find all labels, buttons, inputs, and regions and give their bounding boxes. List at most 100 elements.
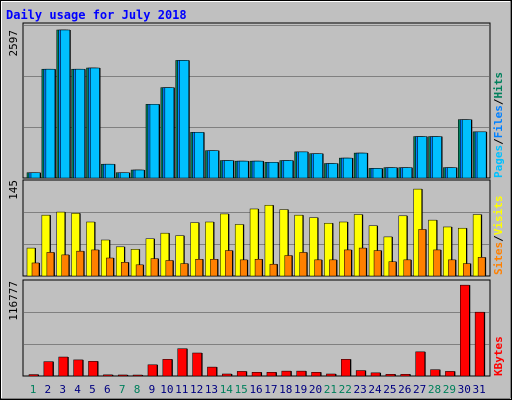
bar-visits-day-25 xyxy=(383,236,393,277)
bar-kbytes-day-10 xyxy=(162,359,173,377)
bar-pages-day-24 xyxy=(372,168,383,179)
visits-panel-legend: Sites/Visits xyxy=(492,196,505,276)
bar-kbytes-day-23 xyxy=(355,370,366,377)
bar-visits-day-29 xyxy=(443,226,452,277)
bar-sites-day-10 xyxy=(165,260,174,277)
bar-pages-day-22 xyxy=(343,157,353,179)
bar-sites-day-5 xyxy=(91,249,99,277)
bar-sites-day-16 xyxy=(254,258,263,277)
bar-visits-day-8 xyxy=(130,249,140,277)
bar-kbytes-day-29 xyxy=(445,371,455,377)
x-tick-label-day-14: 14 xyxy=(220,383,234,396)
bar-sites-day-18 xyxy=(284,255,293,277)
x-tick-label-day-8: 8 xyxy=(134,383,141,396)
legend-kbytes: KBytes xyxy=(492,336,505,376)
bar-visits-day-12 xyxy=(190,222,199,277)
bar-kbytes-day-31 xyxy=(474,311,485,377)
x-tick-label-day-5: 5 xyxy=(89,383,96,396)
bar-pages-day-25 xyxy=(387,167,398,179)
bar-kbytes-day-11 xyxy=(177,348,187,377)
x-tick-label-day-17: 17 xyxy=(264,383,277,396)
bar-pages-day-7 xyxy=(119,172,130,179)
x-tick-label-day-2: 2 xyxy=(45,383,52,396)
hits-panel-legend: Pages/Files/Hits xyxy=(492,72,505,178)
bar-sites-day-13 xyxy=(210,258,218,277)
bar-pages-day-3 xyxy=(60,29,70,179)
bar-sites-day-26 xyxy=(403,259,412,277)
bar-kbytes-day-6 xyxy=(103,374,113,377)
bar-sites-day-25 xyxy=(388,261,397,277)
x-tick-label-day-20: 20 xyxy=(309,383,322,396)
bar-sites-day-24 xyxy=(373,250,382,277)
bar-kbytes-day-19 xyxy=(296,370,306,377)
x-tick-label-day-3: 3 xyxy=(59,383,66,396)
bar-visits-day-14 xyxy=(220,213,229,277)
bar-pages-day-15 xyxy=(238,160,249,179)
bar-kbytes-day-21 xyxy=(326,373,336,377)
x-tick-label-day-7: 7 xyxy=(119,383,126,396)
bar-visits-day-19 xyxy=(294,214,303,277)
bar-kbytes-day-25 xyxy=(385,374,396,377)
kbytes-panel-legend: KBytes xyxy=(492,336,505,376)
bar-pages-day-30 xyxy=(462,119,472,179)
bar-kbytes-day-30 xyxy=(460,284,470,377)
bar-pages-day-10 xyxy=(164,87,175,179)
x-tick-label-day-6: 6 xyxy=(104,383,111,396)
bar-sites-day-28 xyxy=(433,249,441,277)
x-tick-label-day-21: 21 xyxy=(324,383,337,396)
bar-pages-day-9 xyxy=(149,104,160,179)
bar-visits-day-31 xyxy=(472,214,482,277)
legend-hits: Hits xyxy=(492,72,505,99)
bar-kbytes-day-27 xyxy=(415,351,425,377)
bar-sites-day-8 xyxy=(135,264,144,277)
bar-visits-day-9 xyxy=(145,238,155,277)
svg-text:Pages/Files/Hits: Pages/Files/Hits xyxy=(492,72,505,178)
svg-text:Sites/Visits: Sites/Visits xyxy=(492,196,505,276)
bar-visits-day-16 xyxy=(249,208,259,277)
bar-sites-day-30 xyxy=(463,263,471,277)
bar-visits-day-1 xyxy=(26,247,36,277)
bar-pages-day-14 xyxy=(224,160,234,179)
bar-sites-day-20 xyxy=(314,259,322,277)
legend-sep-1: / xyxy=(492,138,505,145)
bar-sites-day-11 xyxy=(180,263,188,277)
bar-sites-day-17 xyxy=(269,263,278,277)
bar-kbytes-day-13 xyxy=(207,366,217,377)
bar-kbytes-day-3 xyxy=(58,356,68,377)
bar-sites-day-22 xyxy=(344,249,352,277)
x-tick-label-day-30: 30 xyxy=(458,383,471,396)
bar-kbytes-day-24 xyxy=(370,372,381,377)
x-tick-label-day-28: 28 xyxy=(428,383,441,396)
bar-kbytes-day-8 xyxy=(132,374,143,377)
x-tick-label-day-4: 4 xyxy=(74,383,81,396)
bar-pages-day-17 xyxy=(268,162,279,179)
kbytes-panel-ymax-label: 116777 xyxy=(7,281,20,321)
bar-kbytes-day-16 xyxy=(251,372,262,377)
bar-kbytes-day-12 xyxy=(192,352,202,377)
bar-sites-day-14 xyxy=(225,250,233,277)
bar-sites-day-3 xyxy=(61,254,69,277)
x-tick-label-day-24: 24 xyxy=(368,383,382,396)
bar-pages-day-29 xyxy=(447,167,457,179)
bar-kbytes-day-26 xyxy=(400,374,411,377)
x-tick-label-day-22: 22 xyxy=(339,383,352,396)
bar-pages-day-31 xyxy=(476,131,487,179)
bar-sites-day-9 xyxy=(150,258,159,277)
chart-title: Daily usage for July 2018 xyxy=(6,8,187,22)
bar-sites-day-31 xyxy=(477,257,486,277)
bar-visits-day-15 xyxy=(234,224,244,277)
bar-visits-day-17 xyxy=(264,204,274,277)
bar-kbytes-day-9 xyxy=(147,364,158,377)
bar-visits-day-4 xyxy=(71,213,80,277)
legend-sep-2: / xyxy=(492,98,505,105)
bar-visits-day-30 xyxy=(458,227,467,277)
bar-pages-day-1 xyxy=(30,172,41,179)
bar-kbytes-day-18 xyxy=(281,370,292,377)
bar-pages-day-5 xyxy=(90,67,100,179)
x-tick-label-day-19: 19 xyxy=(294,383,307,396)
x-tick-label-day-31: 31 xyxy=(473,383,486,396)
bar-pages-day-21 xyxy=(328,163,338,179)
bar-pages-day-2 xyxy=(45,68,56,179)
x-tick-label-day-25: 25 xyxy=(383,383,396,396)
